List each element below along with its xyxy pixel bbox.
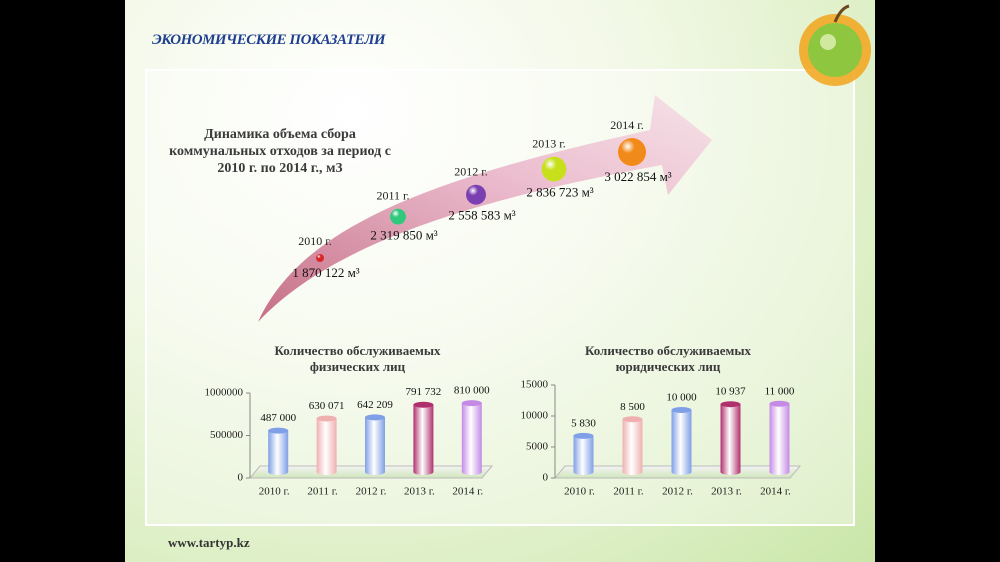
y-tick-label: 10000	[521, 410, 549, 422]
bar-base	[720, 469, 741, 475]
slide-title: ЭКОНОМИЧЕСКИЕ ПОКАЗАТЕЛИ	[152, 32, 386, 48]
bar	[622, 419, 643, 472]
bar	[413, 404, 434, 472]
bar	[671, 410, 692, 472]
x-tick-label: 2014 г.	[760, 486, 791, 498]
value-label: 2 836 723 м³	[526, 184, 593, 199]
logo	[799, 4, 871, 86]
value-label: 2 319 850 м³	[370, 228, 437, 243]
bar	[720, 404, 741, 472]
x-tick-label: 2014 г.	[452, 486, 483, 498]
bar-cap	[622, 416, 643, 423]
y-tick-label: 500000	[210, 429, 244, 441]
bar-base	[413, 469, 434, 475]
value-label: 642 209	[357, 399, 393, 411]
data-point	[316, 254, 324, 262]
bar-cap	[413, 401, 434, 408]
chart-title: Динамика объема сбора коммунальных отход…	[169, 127, 391, 176]
chart-title: Количество обслуживаемых юридических лиц	[584, 343, 752, 374]
value-label: 11 000	[765, 385, 795, 397]
bar	[461, 403, 482, 472]
y-tick-label: 15000	[521, 379, 549, 391]
value-label: 10 000	[666, 392, 697, 404]
x-tick-label: 2013 г.	[711, 486, 742, 498]
bar-cap	[268, 427, 289, 434]
y-tick-label: 0	[543, 472, 549, 484]
value-label: 791 732	[406, 386, 442, 398]
data-point	[466, 184, 486, 205]
bar-base	[671, 469, 692, 475]
bar	[316, 418, 337, 472]
bar-base	[769, 469, 790, 475]
bar-base	[461, 469, 482, 475]
bar-cap	[316, 415, 337, 422]
value-label: 487 000	[260, 412, 296, 424]
bar-cap	[573, 432, 594, 439]
website: www.tartyp.kz	[168, 535, 250, 550]
chart-title: Количество обслуживаемых физических лиц	[274, 343, 441, 374]
bar	[573, 435, 594, 472]
value-label: 630 071	[309, 400, 345, 412]
data-point	[541, 156, 567, 182]
value-label: 10 937	[715, 386, 746, 398]
bar-base	[573, 469, 594, 475]
x-tick-label: 2012 г.	[662, 486, 693, 498]
x-tick-label: 2010 г.	[564, 486, 595, 498]
value-label: 3 022 854 м³	[604, 169, 671, 184]
bar	[268, 430, 289, 472]
value-label: 1 870 122 м³	[292, 265, 359, 280]
x-tick-label: 2011 г.	[307, 486, 338, 498]
y-tick-label: 0	[238, 472, 244, 484]
bar-base	[316, 469, 337, 475]
bar-cap	[365, 414, 385, 421]
category-label: 2014 г.	[610, 118, 644, 132]
y-tick-label: 1000000	[205, 387, 244, 399]
category-label: 2011 г.	[376, 188, 409, 202]
bar	[365, 417, 385, 472]
bar	[769, 403, 790, 472]
category-label: 2013 г.	[532, 136, 566, 150]
data-point	[618, 138, 646, 166]
x-tick-label: 2012 г.	[356, 486, 387, 498]
value-label: 2 558 583 м³	[448, 208, 515, 223]
data-point	[390, 208, 406, 225]
value-label: 810 000	[454, 385, 490, 397]
category-label: 2010 г.	[298, 234, 332, 248]
x-tick-label: 2010 г.	[259, 486, 290, 498]
bar-cap	[671, 407, 692, 413]
x-tick-label: 2011 г.	[613, 486, 644, 498]
bar-cap	[720, 401, 741, 408]
y-tick-label: 5000	[526, 441, 549, 453]
bar-base	[622, 469, 643, 475]
category-label: 2012 г.	[454, 164, 488, 178]
value-label: 8 500	[620, 401, 645, 413]
bar-cap	[769, 400, 790, 407]
bar-cap	[461, 400, 482, 407]
bar-base	[268, 469, 289, 475]
value-label: 5 830	[571, 417, 596, 429]
timeline-arrow	[258, 95, 712, 322]
bar-base	[365, 469, 385, 475]
x-tick-label: 2013 г.	[404, 486, 435, 498]
